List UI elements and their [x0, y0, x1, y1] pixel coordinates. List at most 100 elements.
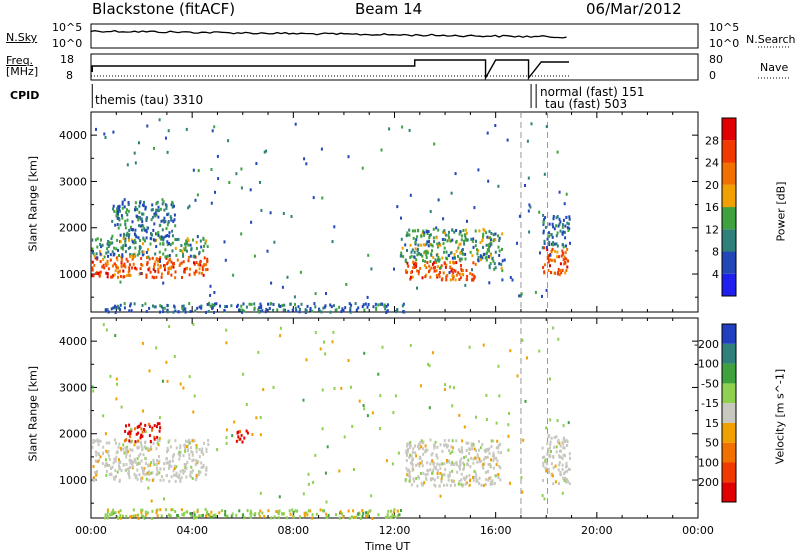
data-cell — [145, 216, 148, 220]
data-cell — [402, 255, 405, 259]
data-cell — [332, 304, 335, 308]
data-cell — [98, 274, 101, 278]
data-cell — [433, 478, 436, 482]
data-cell — [210, 510, 213, 514]
data-cell — [153, 265, 155, 269]
data-cell — [432, 266, 435, 270]
data-cell — [141, 212, 144, 216]
data-cell — [207, 309, 210, 313]
data-cell — [248, 302, 251, 306]
data-cell — [198, 250, 201, 254]
data-cell — [148, 478, 151, 482]
data-cell — [326, 516, 329, 519]
data-cell — [202, 249, 205, 253]
data-cell — [565, 257, 568, 261]
data-cell — [218, 511, 221, 515]
data-cell — [422, 447, 425, 451]
data-cell — [118, 254, 120, 257]
data-cell — [409, 461, 412, 465]
data-cell — [465, 269, 468, 272]
data-cell — [242, 302, 245, 306]
data-cell — [556, 150, 559, 154]
data-cell — [134, 440, 137, 444]
data-cell — [456, 470, 459, 474]
data-cell — [124, 219, 127, 223]
data-cell — [152, 441, 155, 445]
data-cell — [105, 458, 107, 462]
data-cell — [554, 259, 556, 263]
data-cell — [541, 446, 544, 450]
data-cell — [131, 228, 134, 232]
data-cell — [556, 419, 559, 423]
data-cell — [483, 229, 486, 233]
data-cell — [123, 302, 126, 306]
data-cell — [454, 256, 456, 260]
data-cell — [563, 255, 566, 259]
data-cell — [309, 308, 312, 312]
data-cell — [401, 125, 404, 129]
data-cell — [175, 238, 178, 242]
data-cell — [551, 247, 554, 251]
data-cell — [564, 224, 567, 228]
data-cell — [141, 228, 143, 232]
data-cell — [557, 224, 560, 228]
data-cell — [471, 254, 474, 258]
data-cell — [485, 477, 488, 481]
data-cell — [246, 509, 249, 513]
data-cell — [455, 273, 458, 277]
data-cell — [110, 513, 113, 516]
data-cell — [548, 243, 551, 246]
data-cell — [139, 267, 142, 271]
data-cell — [196, 306, 199, 310]
data-cell — [191, 477, 194, 480]
data-cell — [414, 242, 417, 246]
data-cell — [161, 237, 164, 241]
data-cell — [105, 308, 107, 312]
data-cell — [126, 213, 129, 217]
data-cell — [175, 465, 178, 469]
data-cell — [120, 255, 123, 259]
data-cell — [474, 229, 477, 233]
data-cell — [409, 193, 412, 197]
data-cell — [115, 247, 118, 251]
y-tick-label: 2000 — [59, 222, 87, 235]
data-cell — [154, 238, 157, 242]
freq-strip — [90, 53, 699, 81]
data-cell — [91, 274, 94, 278]
data-cell — [258, 306, 261, 310]
data-cell — [238, 308, 241, 312]
data-cell — [155, 232, 158, 236]
data-cell — [459, 251, 462, 255]
data-cell — [110, 307, 113, 311]
data-cell — [168, 467, 171, 470]
data-cell — [414, 451, 417, 455]
data-cell — [469, 448, 472, 451]
data-cell — [157, 231, 160, 234]
data-cell — [440, 278, 443, 282]
data-cell — [173, 213, 176, 217]
data-cell — [166, 310, 169, 314]
data-cell — [458, 413, 461, 417]
data-cell — [169, 243, 172, 247]
data-cell — [443, 246, 446, 250]
data-cell — [305, 310, 308, 314]
data-cell — [165, 457, 168, 461]
data-cell — [130, 514, 133, 518]
data-cell — [204, 241, 207, 245]
data-cell — [91, 445, 94, 449]
data-cell — [408, 479, 411, 483]
data-cell — [109, 472, 112, 476]
data-cell — [322, 306, 325, 310]
data-cell — [416, 269, 419, 273]
data-cell — [362, 511, 365, 515]
data-cell — [177, 237, 180, 241]
data-cell — [153, 437, 156, 441]
data-cell — [561, 232, 564, 236]
data-cell — [159, 508, 162, 512]
data-cell — [146, 511, 149, 515]
data-cell — [129, 515, 131, 519]
data-cell — [547, 468, 550, 471]
data-cell — [134, 266, 137, 270]
data-cell — [420, 253, 422, 257]
data-cell — [478, 439, 480, 443]
